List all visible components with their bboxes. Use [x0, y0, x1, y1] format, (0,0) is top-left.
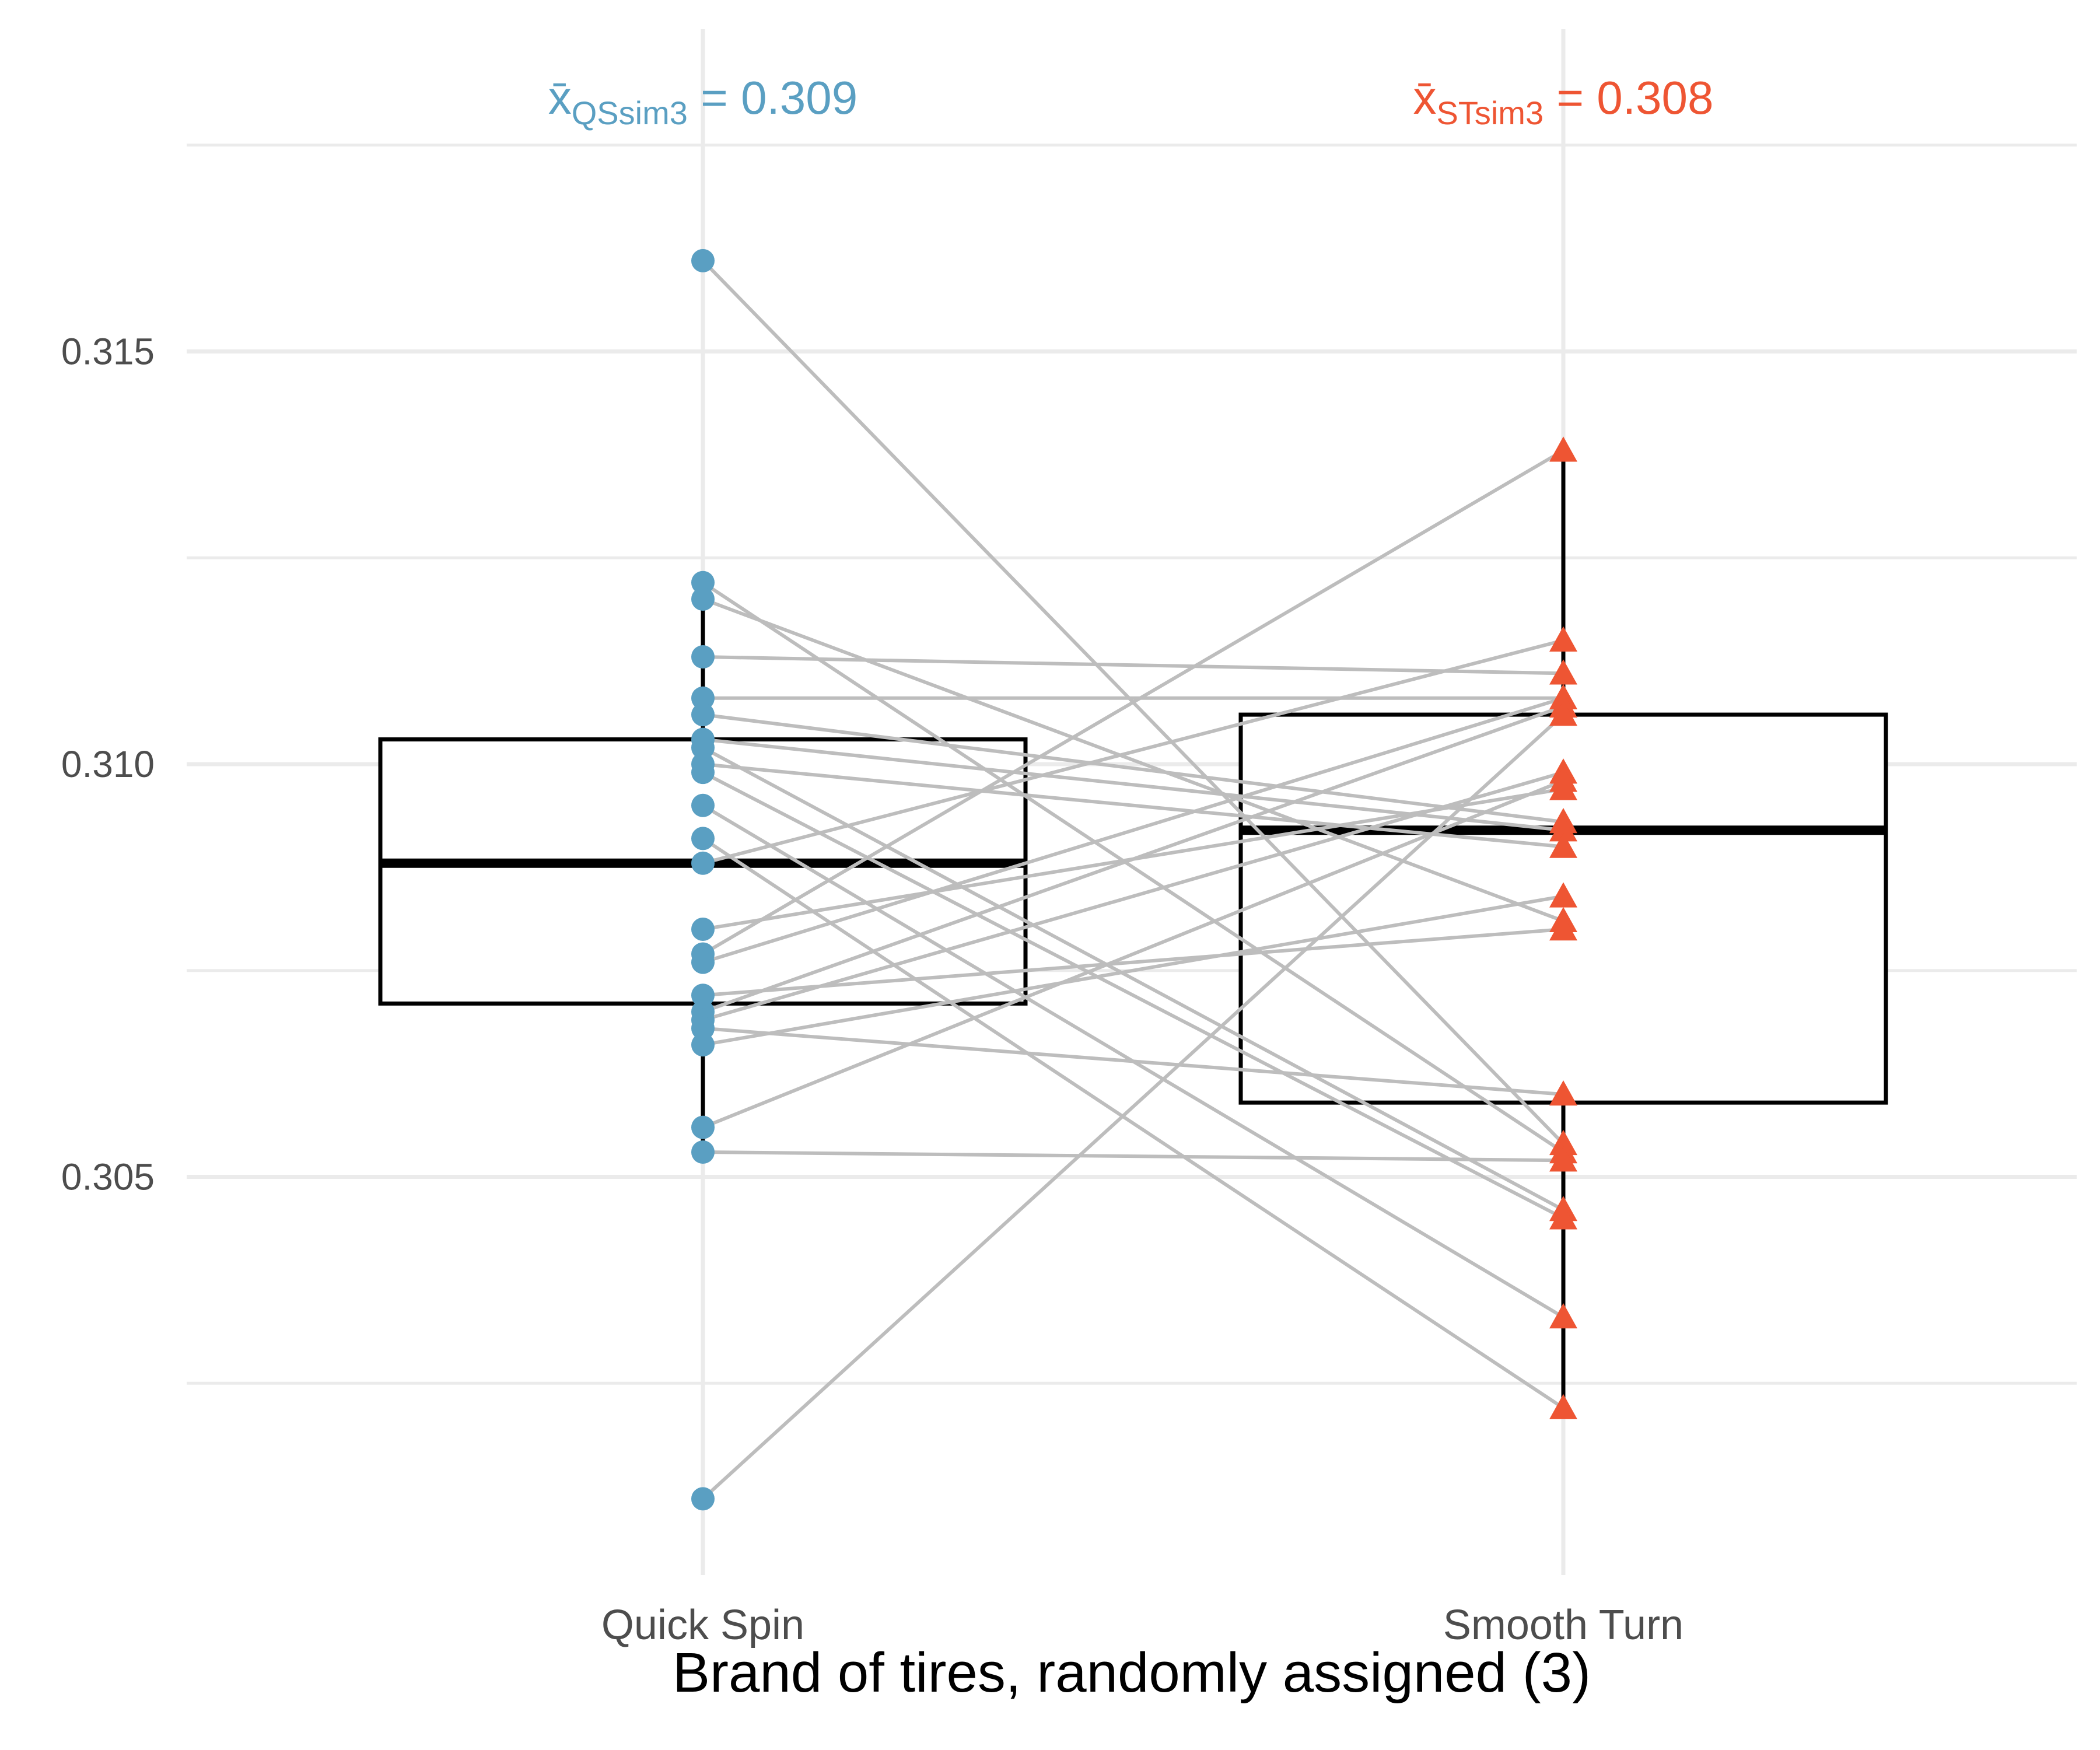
quick-spin-point	[691, 703, 715, 727]
quick-spin-point	[691, 984, 715, 1007]
pair-line	[702, 771, 1564, 1220]
y-axis-ticks: 0.305 0.310 0.315	[61, 331, 155, 1198]
pair-line	[702, 771, 1564, 1022]
y-tick-label: 0.315	[61, 331, 155, 373]
pair-line	[702, 894, 1564, 1047]
pair-line	[702, 762, 1564, 849]
quick-spin-point	[691, 918, 715, 941]
quick-spin-point	[691, 249, 715, 272]
quick-spin-point	[691, 645, 715, 669]
smooth-turn-point	[1549, 1080, 1577, 1106]
x-tick-label: Smooth Turn	[1443, 1602, 1684, 1648]
smooth-turn-point	[1549, 626, 1577, 652]
pair-line	[702, 597, 1564, 923]
pair-line	[702, 1026, 1564, 1096]
pair-lines	[701, 259, 1565, 1500]
pair-line	[702, 449, 1564, 956]
mean-annotation: x̄QSsim3 = 0.309	[548, 72, 858, 131]
quick-spin-point	[691, 1115, 715, 1139]
quick-spin-point	[691, 686, 715, 710]
smooth-turn-point	[1549, 659, 1577, 685]
smooth-turn-point	[1549, 1394, 1577, 1419]
pair-line	[702, 696, 1564, 964]
pair-line	[702, 928, 1564, 998]
mean-annotations: x̄QSsim3 = 0.309 x̄STsim3 = 0.308	[548, 72, 1714, 131]
pair-line	[702, 1150, 1564, 1163]
smooth-turn-point	[1549, 766, 1577, 792]
mean-annotation: x̄STsim3 = 0.308	[1413, 72, 1714, 131]
smooth-turn-point	[1549, 882, 1577, 908]
x-tick-label: Quick Spin	[601, 1602, 804, 1648]
pair-line	[702, 705, 1564, 1014]
quick-spin-point	[691, 1140, 715, 1164]
y-tick-label: 0.310	[61, 743, 155, 785]
smooth-turn-point	[1549, 915, 1577, 941]
smooth-turn-point	[1549, 436, 1577, 462]
pair-line	[702, 779, 1564, 1129]
boxplots	[378, 450, 1888, 1408]
pair-line	[702, 638, 1564, 865]
quick-spin-point	[691, 1016, 715, 1040]
quick-spin-point	[691, 851, 715, 875]
pair-line	[702, 655, 1564, 676]
quick-spin-point	[691, 736, 715, 760]
smooth-turn-point	[1549, 832, 1577, 858]
quick-spin-point	[691, 1487, 715, 1511]
smooth-turn-point	[1549, 816, 1577, 842]
pair-line	[701, 713, 1565, 1500]
smooth-turn-point	[1549, 1204, 1577, 1230]
smooth-turn-point	[1549, 1303, 1577, 1329]
pair-line	[702, 713, 1564, 824]
y-tick-label: 0.305	[61, 1156, 155, 1198]
smooth-turn-point	[1549, 1146, 1577, 1172]
x-axis-title: Brand of tires, randomly assigned (3)	[673, 1642, 1591, 1704]
pair-line	[702, 581, 1564, 1154]
pair-line	[702, 836, 1564, 1410]
x-axis-ticks: Quick Spin Smooth Turn	[601, 1602, 1684, 1648]
data-points	[691, 249, 1577, 1511]
quick-spin-point	[691, 827, 715, 850]
quick-spin-point	[691, 950, 715, 974]
quick-spin-point	[691, 587, 715, 611]
quick-spin-point	[691, 570, 715, 594]
quick-spin-point	[691, 793, 715, 817]
quick-spin-point	[691, 761, 715, 785]
quick-spin-point	[691, 1033, 715, 1057]
smooth-turn-point	[1549, 701, 1577, 726]
